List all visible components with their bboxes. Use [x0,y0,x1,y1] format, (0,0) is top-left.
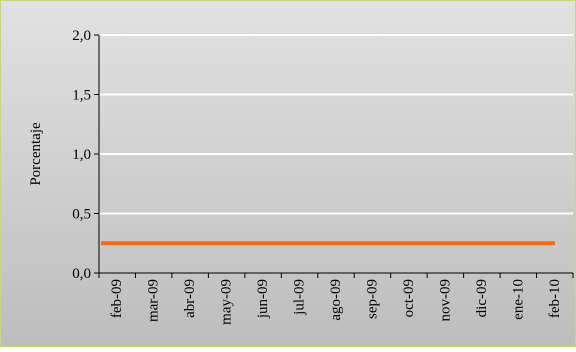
x-tick-label: dic-09 [474,279,490,317]
x-tick-label: ago-09 [328,279,344,321]
y-tick-label: 0,0 [72,266,91,282]
labels: 0,0 0,5 1,0 1,5 2,0 feb-09 mar-09 abr-09 may-09 j… [28,28,563,325]
x-tick-label: abr-09 [182,279,198,318]
y-tick-label: 1,5 [72,88,91,104]
x-tick-label: jun-09 [255,279,271,319]
x-tick-label: feb-09 [109,279,125,318]
x-tick-label: mar-09 [146,279,162,322]
y-tick-label: 0,5 [72,207,91,223]
gridlines [99,34,573,215]
y-tick-label: 1,0 [72,147,91,163]
x-tick-label: may-09 [219,279,235,325]
x-tick-label: feb-10 [547,279,563,318]
y-tick-label: 2,0 [72,28,91,44]
axes [94,34,574,278]
x-tick-label: jul-09 [292,279,308,316]
x-tick-label: ene-10 [510,279,526,320]
y-axis-title: Porcentaje [28,122,44,186]
x-tick-label: sep-09 [364,279,380,319]
x-tick-label: nov-09 [437,279,453,322]
x-tick-label: oct-09 [401,279,417,317]
